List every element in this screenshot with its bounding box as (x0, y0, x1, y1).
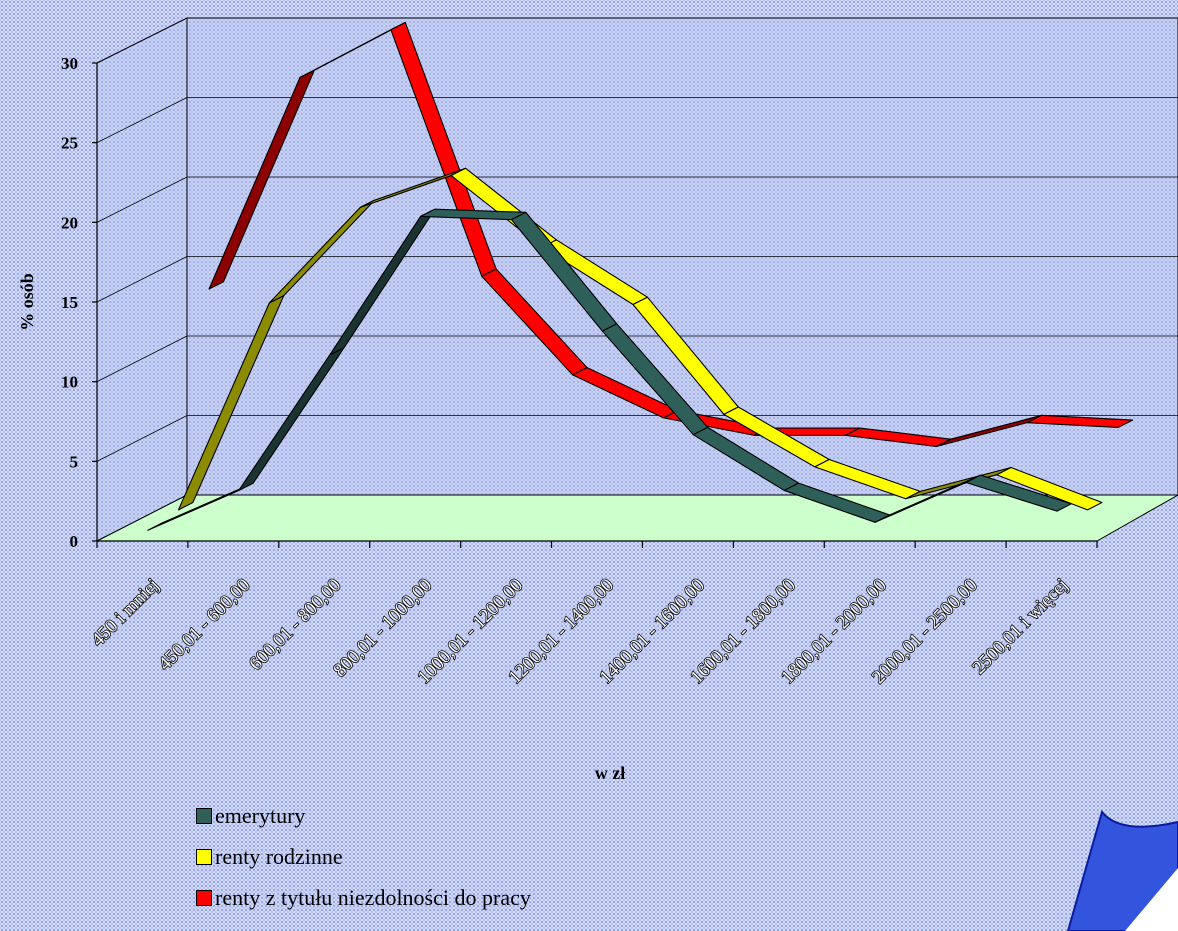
x-category-label: 800,01 - 1000,00 (330, 575, 437, 682)
ribbon-segment (996, 466, 1103, 511)
legend-swatch-emerytury (196, 807, 212, 824)
chart-floor (96, 494, 1178, 542)
x-category-label: 2500,01 i więcej (969, 575, 1073, 679)
series-layer (147, 21, 1134, 531)
gridline-side (96, 256, 188, 303)
legend-label-renty-niezdolnosc: renty z tytułu niezdolności do pracy (215, 884, 531, 910)
y-tick-label: 5 (70, 452, 79, 471)
gridline-side (96, 415, 188, 462)
y-tick-label: 15 (61, 293, 78, 312)
legend-swatch-renty-rodzinne (196, 848, 212, 865)
gridline-side (96, 176, 188, 223)
x-category-label: 450 i mniej (87, 575, 163, 651)
legend-label-renty-rodzinne: renty rodzinne (215, 843, 343, 869)
gridline-side (96, 97, 188, 144)
legend: emerytury renty rodzinne renty z tytułu … (196, 795, 531, 918)
y-tick-label: 0 (70, 532, 79, 551)
legend-item-renty-rodzinne: renty rodzinne (196, 836, 531, 877)
x-category-label: 450,01 - 600,00 (154, 575, 254, 675)
legend-item-renty-niezdolnosc: renty z tytułu niezdolności do pracy (196, 877, 531, 918)
x-axis-title: w zł (595, 763, 626, 783)
y-tick-label: 25 (61, 134, 78, 153)
y-tick-label: 20 (61, 213, 78, 232)
gridlines (96, 17, 1178, 462)
ribbon-segment (1026, 414, 1134, 428)
series-0 (147, 208, 1072, 531)
ribbon-segment (965, 474, 1072, 512)
y-axis-ticks: 0 5 10 15 20 25 30 (61, 54, 97, 551)
y-tick-label: 30 (61, 54, 78, 73)
legend-item-emerytury: emerytury (196, 795, 531, 836)
y-tick-label: 10 (61, 373, 78, 392)
legend-label-emerytury: emerytury (215, 802, 306, 828)
x-category-label: 600,01 - 800,00 (245, 575, 345, 675)
gridline-side (96, 17, 188, 64)
gridline-side (96, 335, 188, 383)
y-axis-title: % osób (17, 273, 37, 331)
legend-swatch-renty-niezdolnosc (196, 889, 212, 906)
